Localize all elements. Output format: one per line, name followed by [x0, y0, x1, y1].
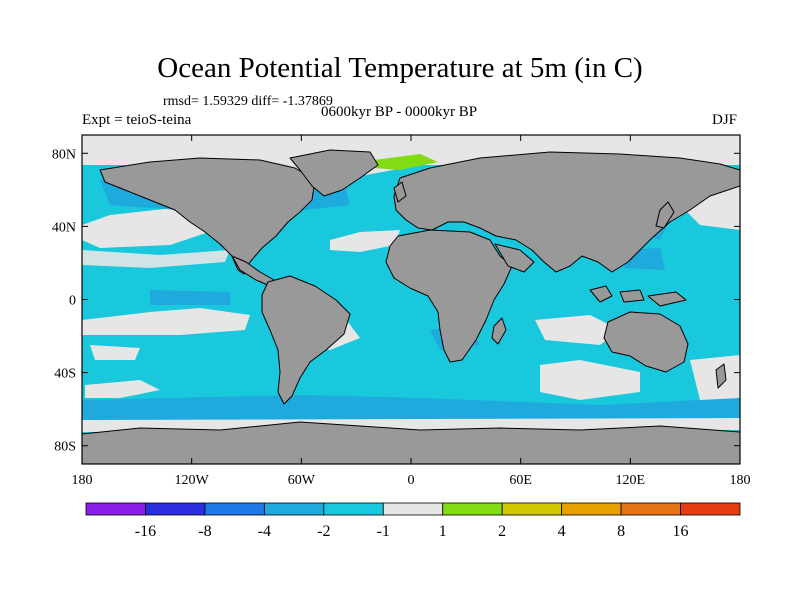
axis-ticks [81, 135, 741, 464]
axis-labels: 180 120W 60W 0 60E 120E 180 80N 40N 0 40S 80S [52, 147, 751, 488]
lon-tick-label: 0 [408, 473, 415, 488]
lon-tick-label: 60E [509, 473, 532, 488]
lon-tick-label: 180 [72, 473, 93, 488]
season-label: DJF [712, 112, 738, 128]
lat-tick-label: 40S [54, 367, 76, 382]
colorbar-label: -8 [198, 523, 211, 540]
colorbar-label: 1 [439, 523, 447, 540]
colorbar-swatch [620, 502, 681, 516]
lat-tick-label: 0 [69, 294, 76, 309]
lat-tick-label: 80S [54, 440, 76, 455]
map-plot-area [82, 135, 740, 464]
colorbar-label: -1 [377, 523, 390, 540]
lon-tick-label: 60W [288, 473, 316, 488]
colorbar-swatch [145, 502, 206, 516]
colorbar-swatch [85, 502, 146, 516]
chart-title: Ocean Potential Temperature at 5m (in C) [157, 52, 643, 84]
colorbar [85, 502, 741, 516]
colorbar-label: 4 [558, 523, 566, 540]
lon-tick-label: 120W [175, 473, 210, 488]
colorbar-label: -16 [135, 523, 156, 540]
period-label: 0600kyr BP - 0000kyr BP [321, 104, 478, 120]
colorbar-swatch [263, 502, 325, 516]
colorbar-swatch [501, 502, 563, 516]
lon-tick-label: 180 [730, 473, 751, 488]
colorbar-label: 8 [617, 523, 625, 540]
colorbar-swatch [442, 502, 503, 516]
colorbar-swatch [382, 502, 444, 516]
colorbar-label: -4 [258, 523, 271, 540]
colorbar-swatch [561, 502, 622, 516]
colorbar-swatch [204, 502, 265, 516]
stats-line: rmsd= 1.59329 diff= -1.37869 [163, 94, 333, 109]
colorbar-label: 2 [498, 523, 506, 540]
experiment-label: Expt = teioS-teina [82, 112, 192, 128]
lat-tick-label: 80N [52, 147, 76, 162]
land-masses [82, 149, 740, 464]
lat-tick-label: 40N [52, 220, 76, 235]
colorbar-swatch [680, 502, 741, 516]
colorbar-label: 16 [673, 523, 689, 540]
colorbar-label: -2 [317, 523, 330, 540]
lon-tick-label: 120E [616, 473, 646, 488]
colorbar-labels: -16 -8 -4 -2 -1 1 2 4 8 16 [135, 523, 689, 540]
colorbar-swatch [323, 502, 384, 516]
